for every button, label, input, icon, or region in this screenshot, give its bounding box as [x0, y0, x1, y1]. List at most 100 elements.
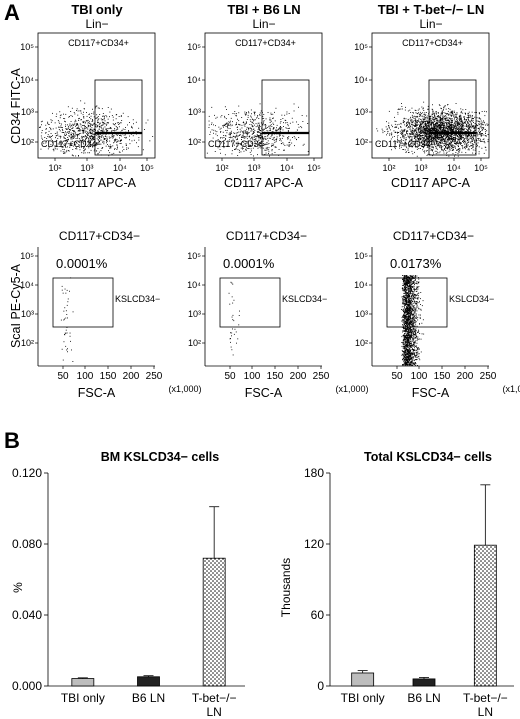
event-dot [449, 138, 451, 140]
event-dot [459, 135, 461, 137]
event-dot [437, 112, 439, 114]
event-dot [420, 129, 422, 130]
event-dot [84, 122, 86, 124]
event-dot [236, 145, 238, 147]
event-dot [425, 133, 426, 135]
event-dot [416, 131, 417, 133]
event-dot [259, 129, 260, 130]
event-dot [107, 144, 108, 145]
event-dot [464, 148, 466, 150]
event-dot [406, 132, 407, 134]
event-dot [437, 115, 439, 117]
x-tick-label: 10⁴ [447, 163, 461, 173]
event-dot [460, 134, 461, 136]
gate-percentage: 0.0001% [56, 256, 108, 271]
event-dot [82, 129, 84, 131]
event-dot [241, 117, 243, 118]
event-dot [465, 113, 466, 115]
event-dot [402, 120, 404, 122]
event-dot [406, 301, 408, 303]
event-dot [449, 131, 451, 132]
event-dot [471, 138, 473, 140]
event-dot [102, 141, 104, 143]
event-dot [92, 137, 94, 139]
event-dot [429, 121, 431, 123]
event-dot [410, 136, 412, 138]
event-dot [416, 286, 418, 287]
event-dot [81, 119, 82, 121]
event-dot [409, 331, 411, 333]
event-dot [404, 285, 406, 287]
event-dot [435, 138, 436, 140]
event-dot [279, 128, 281, 130]
event-dot [411, 278, 413, 280]
event-dot [454, 143, 456, 144]
event-dot [448, 147, 450, 149]
event-dot [422, 130, 424, 132]
event-dot [426, 132, 427, 134]
event-dot [67, 140, 68, 142]
event-dot [404, 139, 406, 141]
event-dot [226, 123, 227, 125]
event-dot [408, 126, 410, 127]
event-dot [416, 288, 418, 289]
event-dot [440, 117, 441, 119]
event-dot [101, 119, 103, 121]
event-dot [255, 142, 256, 144]
event-dot [297, 129, 298, 131]
event-dot [415, 130, 417, 132]
event-dot [459, 116, 461, 118]
event-dot [407, 110, 409, 112]
event-dot [52, 128, 54, 130]
event-dot [459, 127, 461, 129]
event-dot [111, 134, 113, 135]
event-dot [64, 334, 66, 336]
event-dot [99, 126, 101, 128]
event-dot [73, 112, 75, 113]
event-dot [421, 132, 422, 134]
event-dot [76, 147, 77, 149]
event-dot [125, 136, 127, 138]
event-dot [424, 143, 426, 145]
event-dot [444, 130, 446, 131]
event-dot [447, 127, 449, 129]
event-dot [417, 294, 418, 296]
event-dot [230, 123, 232, 125]
event-dot [225, 135, 227, 137]
event-dot [451, 138, 453, 140]
event-dot [450, 114, 451, 116]
event-dot [382, 132, 384, 134]
event-dot [280, 119, 282, 120]
event-dot [398, 123, 400, 125]
event-dot [272, 122, 274, 124]
event-dot [436, 117, 438, 119]
event-dot [436, 143, 438, 145]
event-dot [408, 288, 410, 290]
event-dot [430, 125, 432, 126]
event-dot [121, 139, 122, 141]
event-dot [236, 146, 237, 148]
x-tick-label: 200 [457, 371, 474, 382]
event-dot [252, 126, 254, 128]
event-dot [468, 126, 470, 128]
event-dot [88, 137, 89, 139]
event-dot [66, 289, 68, 291]
event-dot [408, 319, 410, 321]
event-dot [258, 142, 260, 144]
event-dot [459, 136, 461, 137]
event-dot [85, 139, 86, 141]
event-dot [88, 147, 90, 149]
event-dot [282, 129, 284, 131]
event-dot [411, 361, 413, 363]
event-dot [457, 121, 459, 123]
event-dot [296, 138, 297, 140]
event-dot [447, 146, 449, 148]
event-dot [435, 138, 437, 140]
event-dot [456, 127, 458, 128]
event-dot [431, 144, 433, 146]
event-dot [450, 130, 452, 131]
event-dot [443, 141, 445, 142]
event-dot [418, 139, 420, 141]
event-dot [453, 127, 455, 129]
